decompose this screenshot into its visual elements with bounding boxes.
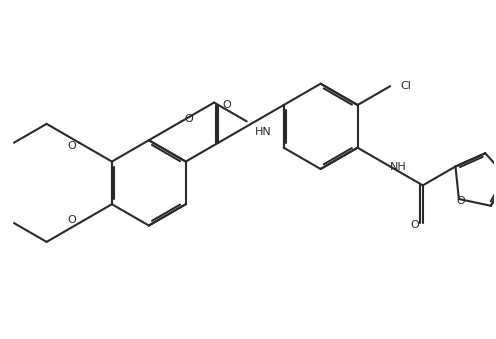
Text: HN: HN (255, 127, 272, 137)
Text: O: O (411, 220, 419, 230)
Text: Cl: Cl (400, 81, 411, 91)
Text: NH: NH (390, 161, 407, 172)
Text: O: O (67, 215, 76, 225)
Text: O: O (67, 141, 76, 151)
Text: O: O (184, 115, 193, 124)
Text: O: O (222, 100, 231, 110)
Text: O: O (456, 196, 465, 206)
